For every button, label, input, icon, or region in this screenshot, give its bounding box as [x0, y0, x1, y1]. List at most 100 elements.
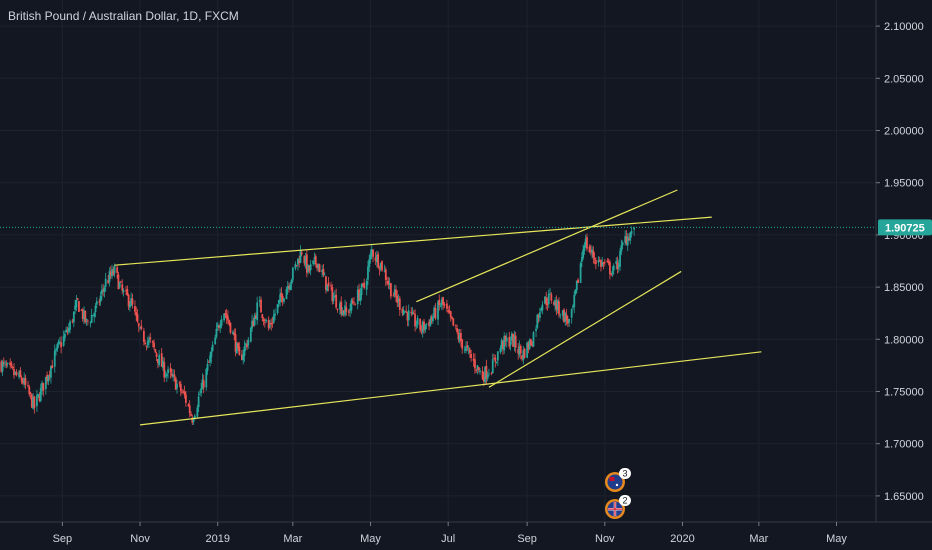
- candle-down: [218, 326, 220, 329]
- candle-up: [167, 369, 169, 374]
- candle-down: [24, 377, 27, 385]
- candle-down: [628, 238, 630, 241]
- candle-up: [249, 327, 252, 342]
- candle-up: [253, 315, 256, 326]
- candle-down: [178, 382, 181, 384]
- candle-down: [314, 256, 317, 264]
- candle-up: [165, 373, 168, 377]
- candle-down: [202, 380, 205, 388]
- candle-down: [392, 295, 395, 297]
- candle-down: [461, 339, 464, 349]
- candle-up: [341, 311, 344, 316]
- price-axis[interactable]: 1.650001.700001.750001.800001.850001.900…: [876, 21, 924, 503]
- candle-down: [154, 349, 157, 353]
- time-axis[interactable]: Sep Nov 2019 Mar May Jul Sep Nov 2020 Mar May: [53, 522, 848, 545]
- candle-down: [470, 353, 473, 358]
- lower-channel-line[interactable]: [139, 351, 762, 426]
- candle-up: [333, 295, 336, 298]
- candle-up: [274, 313, 276, 316]
- candle-down: [136, 314, 139, 322]
- candle-down: [523, 348, 526, 358]
- candle-down: [71, 320, 74, 323]
- candle-down: [191, 417, 194, 423]
- candle-down: [466, 345, 469, 348]
- candle-down: [406, 311, 409, 321]
- candle-down: [331, 287, 334, 302]
- candle-down: [443, 303, 446, 306]
- candle-down: [174, 377, 177, 390]
- candle-down: [29, 392, 32, 395]
- uk-flag-event[interactable]: 2: [604, 495, 631, 519]
- candle-down: [135, 312, 138, 316]
- candle-down: [377, 253, 380, 268]
- candle-down: [33, 396, 36, 408]
- candle-down: [10, 363, 13, 367]
- candle-down: [11, 366, 14, 369]
- candle-up: [503, 336, 506, 351]
- candle-down: [27, 385, 29, 387]
- candle-up: [258, 300, 261, 302]
- candle-down: [190, 413, 192, 416]
- candle-up: [522, 350, 525, 360]
- rising-wedge-lower-line[interactable]: [488, 270, 682, 388]
- candle-down: [502, 341, 504, 349]
- candle-up: [307, 265, 310, 272]
- candle-down: [504, 335, 507, 341]
- candle-up: [276, 304, 279, 314]
- candle-down: [241, 354, 243, 360]
- candle-up: [113, 265, 116, 274]
- candle-down: [481, 370, 484, 379]
- candle-down: [98, 301, 101, 303]
- candle-up: [299, 251, 302, 263]
- australia-flag-event[interactable]: 3: [604, 468, 631, 492]
- candle-up: [633, 227, 635, 230]
- candle-up: [283, 298, 285, 302]
- candle-up: [32, 397, 35, 409]
- time-tick-label: Mar: [749, 533, 768, 545]
- candle-down: [169, 367, 172, 373]
- candle-up: [496, 351, 499, 361]
- candle-up: [439, 305, 442, 307]
- trendlines[interactable]: [114, 189, 762, 426]
- candle-down: [5, 364, 8, 366]
- candle-up: [499, 348, 502, 353]
- candle-down: [351, 301, 354, 303]
- upper-channel-line[interactable]: [114, 216, 712, 266]
- candle-up: [176, 383, 178, 389]
- candle-up: [235, 343, 238, 354]
- candle-down: [151, 340, 154, 343]
- candle-up: [425, 323, 428, 325]
- candle-down: [531, 344, 534, 347]
- candle-down: [78, 301, 80, 312]
- candle-up: [584, 238, 587, 247]
- candle-down: [13, 369, 15, 376]
- event-count-label: 2: [622, 496, 627, 506]
- candle-down: [183, 391, 186, 396]
- candle-down: [347, 311, 350, 313]
- candle-up: [536, 314, 539, 328]
- candle-up: [18, 372, 20, 378]
- candle-down: [238, 347, 241, 356]
- candle-up: [199, 394, 201, 396]
- candle-up: [568, 319, 571, 323]
- candle-down: [372, 249, 374, 257]
- candle-up: [332, 296, 335, 301]
- rising-wedge-upper-line[interactable]: [416, 189, 678, 303]
- candle-down: [233, 332, 236, 336]
- candle-down: [361, 283, 364, 285]
- candle-up: [14, 371, 17, 374]
- candle-down: [607, 261, 610, 264]
- candle-down: [66, 330, 69, 332]
- candle-up: [53, 350, 56, 367]
- candle-down: [140, 325, 143, 329]
- candle-up: [368, 259, 371, 268]
- candle-up: [601, 261, 604, 266]
- price-tick-label: 1.95000: [884, 178, 924, 190]
- candle-up: [321, 270, 324, 272]
- candle-down: [610, 273, 613, 275]
- candle-down: [472, 358, 475, 361]
- candle-up: [526, 342, 529, 358]
- economic-events[interactable]: 32: [604, 468, 631, 519]
- candle-down: [460, 332, 462, 342]
